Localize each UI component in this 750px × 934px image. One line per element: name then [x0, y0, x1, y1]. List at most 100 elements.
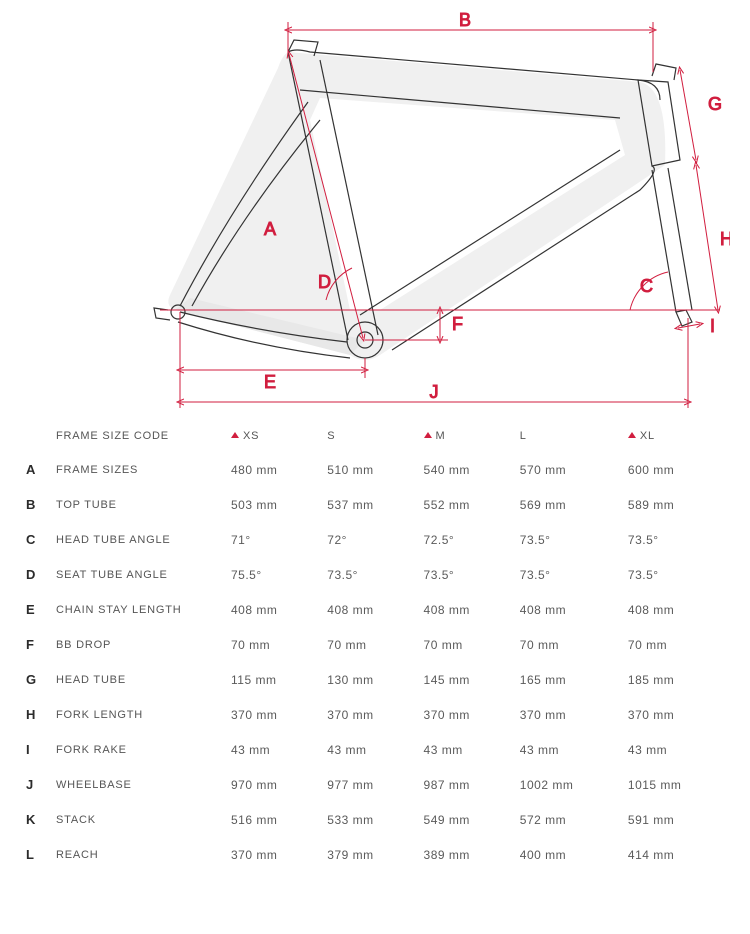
row-code: D: [20, 557, 50, 592]
row-name: TOP TUBE: [50, 487, 225, 522]
cell-value: 408 mm: [514, 592, 622, 627]
table-row: BTOP TUBE503 mm537 mm552 mm569 mm589 mm: [20, 487, 730, 522]
cell-value: 72.5°: [418, 522, 514, 557]
cell-value: 43 mm: [622, 732, 730, 767]
dim-label-B: B: [459, 10, 471, 30]
dim-label-F: F: [452, 314, 463, 334]
cell-value: 408 mm: [418, 592, 514, 627]
cell-value: 570 mm: [514, 452, 622, 487]
cell-value: 73.5°: [418, 557, 514, 592]
cell-value: 516 mm: [225, 802, 321, 837]
cell-value: 75.5°: [225, 557, 321, 592]
geometry-diagram: B A G H I C D E: [20, 10, 730, 410]
cell-value: 370 mm: [225, 697, 321, 732]
cell-value: 370 mm: [225, 837, 321, 872]
cell-value: 130 mm: [321, 662, 417, 697]
dim-label-E: E: [264, 372, 276, 392]
row-name: SEAT TUBE ANGLE: [50, 557, 225, 592]
sort-indicator-icon: [231, 432, 239, 438]
size-header[interactable]: L: [514, 420, 622, 452]
cell-value: 510 mm: [321, 452, 417, 487]
row-code: C: [20, 522, 50, 557]
size-header[interactable]: M: [418, 420, 514, 452]
row-name: HEAD TUBE ANGLE: [50, 522, 225, 557]
row-code: K: [20, 802, 50, 837]
row-code: B: [20, 487, 50, 522]
dim-label-H: H: [720, 229, 730, 249]
cell-value: 370 mm: [321, 697, 417, 732]
table-header-row: FRAME SIZE CODE XS S ML XL: [20, 420, 730, 452]
size-header[interactable]: XL: [622, 420, 730, 452]
page: B A G H I C D E: [0, 0, 750, 902]
cell-value: 589 mm: [622, 487, 730, 522]
cell-value: 591 mm: [622, 802, 730, 837]
row-code: L: [20, 837, 50, 872]
cell-value: 43 mm: [225, 732, 321, 767]
table-row: KSTACK516 mm533 mm549 mm572 mm591 mm: [20, 802, 730, 837]
cell-value: 73.5°: [321, 557, 417, 592]
cell-value: 549 mm: [418, 802, 514, 837]
row-code: I: [20, 732, 50, 767]
size-header-label: XS: [243, 430, 259, 442]
cell-value: 977 mm: [321, 767, 417, 802]
row-name: FRAME SIZES: [50, 452, 225, 487]
cell-value: 73.5°: [514, 522, 622, 557]
cell-value: 569 mm: [514, 487, 622, 522]
cell-value: 370 mm: [418, 697, 514, 732]
table-row: ECHAIN STAY LENGTH408 mm408 mm408 mm408 …: [20, 592, 730, 627]
row-code: A: [20, 452, 50, 487]
cell-value: 70 mm: [418, 627, 514, 662]
row-name: STACK: [50, 802, 225, 837]
cell-value: 73.5°: [514, 557, 622, 592]
row-name: BB DROP: [50, 627, 225, 662]
cell-value: 43 mm: [514, 732, 622, 767]
cell-value: 480 mm: [225, 452, 321, 487]
table-row: AFRAME SIZES480 mm510 mm540 mm570 mm600 …: [20, 452, 730, 487]
size-header-label: L: [520, 430, 527, 442]
cell-value: 1015 mm: [622, 767, 730, 802]
table-row: DSEAT TUBE ANGLE75.5°73.5°73.5°73.5°73.5…: [20, 557, 730, 592]
cell-value: 379 mm: [321, 837, 417, 872]
cell-value: 145 mm: [418, 662, 514, 697]
row-code: G: [20, 662, 50, 697]
header-label: FRAME SIZE CODE: [50, 420, 225, 452]
row-name: FORK RAKE: [50, 732, 225, 767]
cell-value: 70 mm: [321, 627, 417, 662]
cell-value: 43 mm: [321, 732, 417, 767]
dim-label-A: A: [264, 219, 276, 239]
table-row: CHEAD TUBE ANGLE71°72°72.5°73.5°73.5°: [20, 522, 730, 557]
row-name: HEAD TUBE: [50, 662, 225, 697]
cell-value: 1002 mm: [514, 767, 622, 802]
size-header[interactable]: XS: [225, 420, 321, 452]
table-body: AFRAME SIZES480 mm510 mm540 mm570 mm600 …: [20, 452, 730, 872]
size-header-label: XL: [640, 430, 655, 442]
cell-value: 43 mm: [418, 732, 514, 767]
cell-value: 408 mm: [622, 592, 730, 627]
sort-indicator-icon: [628, 432, 636, 438]
row-code: J: [20, 767, 50, 802]
cell-value: 537 mm: [321, 487, 417, 522]
cell-value: 185 mm: [622, 662, 730, 697]
cell-value: 389 mm: [418, 837, 514, 872]
cell-value: 540 mm: [418, 452, 514, 487]
cell-value: 71°: [225, 522, 321, 557]
size-header-label: S: [327, 430, 335, 442]
cell-value: 73.5°: [622, 557, 730, 592]
dim-label-D: D: [318, 272, 331, 292]
cell-value: 400 mm: [514, 837, 622, 872]
dim-label-I: I: [710, 316, 715, 336]
dim-label-G: G: [708, 94, 722, 114]
cell-value: 572 mm: [514, 802, 622, 837]
cell-value: 70 mm: [622, 627, 730, 662]
cell-value: 987 mm: [418, 767, 514, 802]
cell-value: 552 mm: [418, 487, 514, 522]
table-row: FBB DROP70 mm70 mm70 mm70 mm70 mm: [20, 627, 730, 662]
cell-value: 370 mm: [514, 697, 622, 732]
cell-value: 600 mm: [622, 452, 730, 487]
cell-value: 165 mm: [514, 662, 622, 697]
cell-value: 414 mm: [622, 837, 730, 872]
cell-value: 70 mm: [225, 627, 321, 662]
table-row: HFORK LENGTH370 mm370 mm370 mm370 mm370 …: [20, 697, 730, 732]
size-header[interactable]: S: [321, 420, 417, 452]
frame-silhouette: [168, 52, 665, 360]
